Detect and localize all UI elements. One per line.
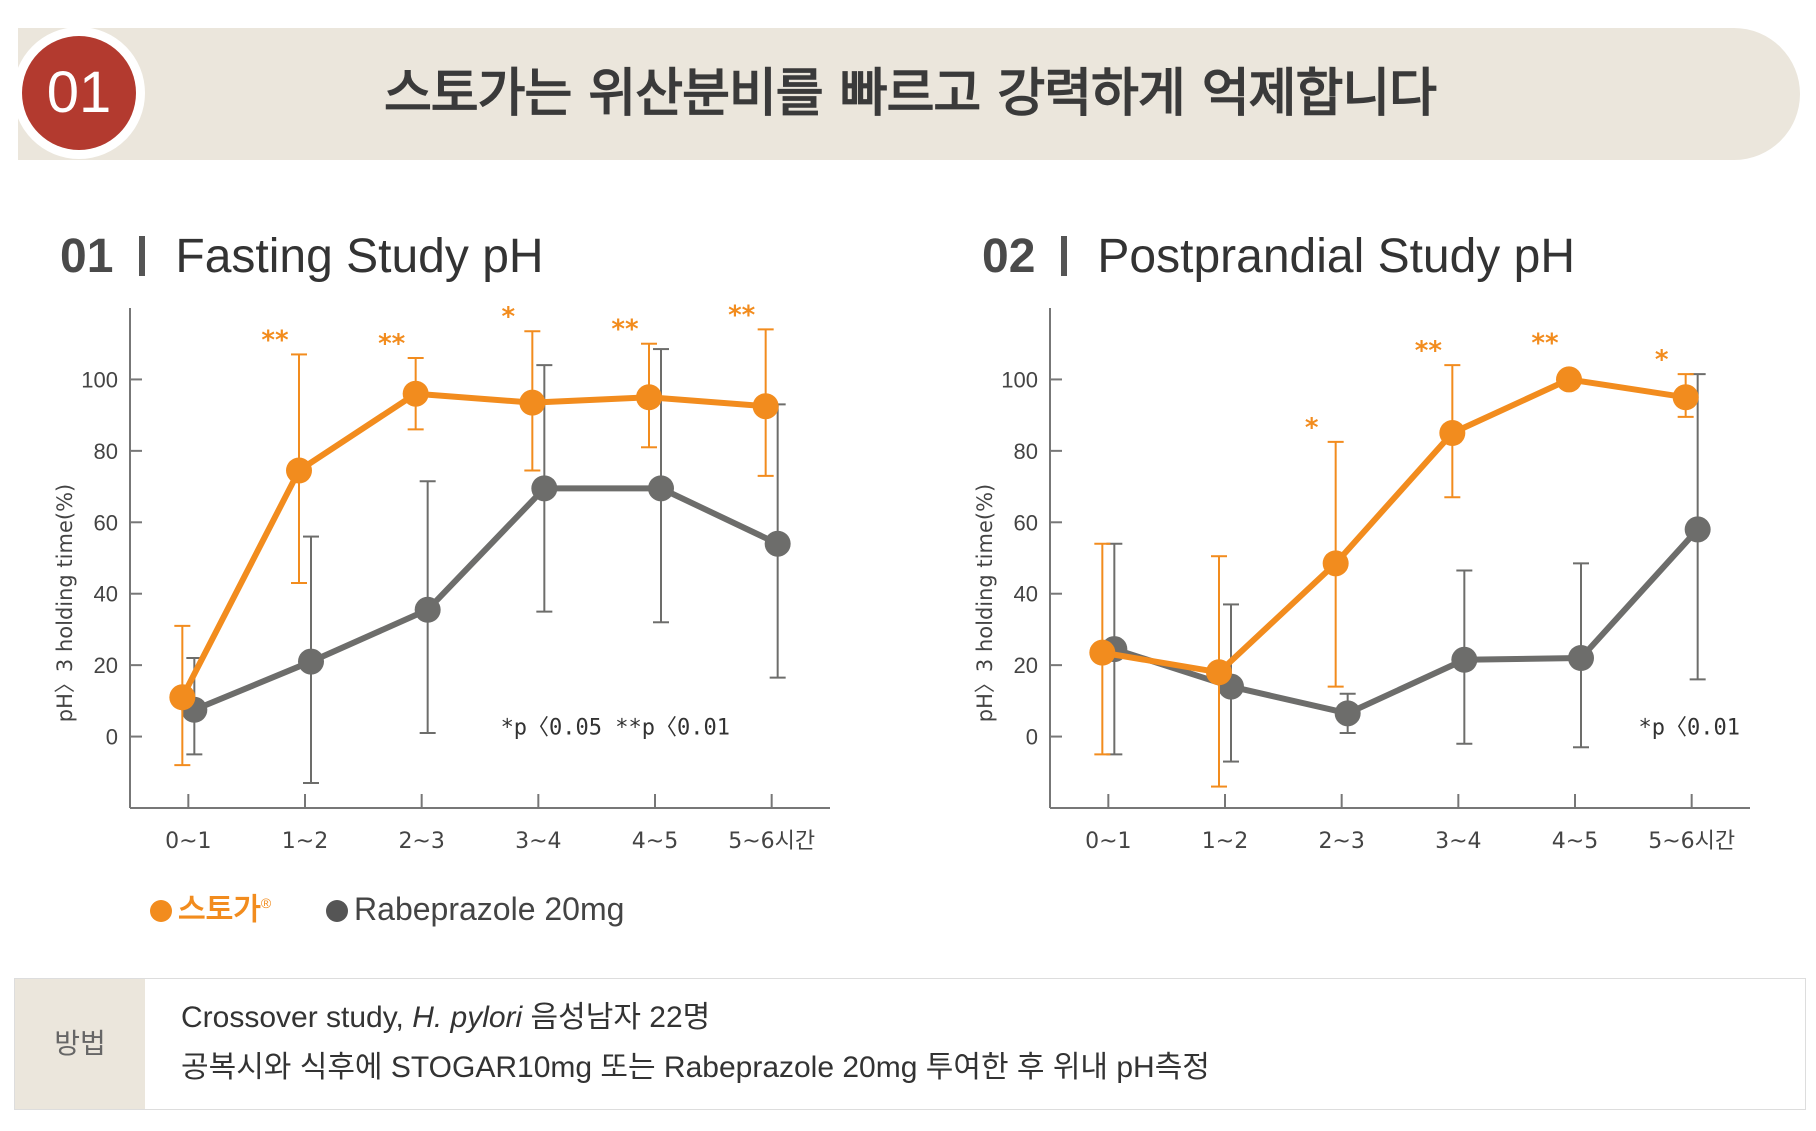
- legend-item-stogar: 스토가®: [150, 878, 271, 936]
- rabeprazole-dot-icon: [326, 900, 349, 923]
- y-tick-label: 0: [1026, 725, 1038, 750]
- data-point-stogar: [1206, 659, 1232, 686]
- x-tick-label: 1~2: [282, 829, 328, 854]
- title-divider: [139, 236, 146, 276]
- method-label: 방법: [15, 979, 145, 1109]
- section-badge: 01: [22, 36, 136, 150]
- legend-label-rabeprazole: Rabeprazole 20mg: [354, 890, 625, 927]
- legend: 스토가® Rabeprazole 20mg: [150, 878, 670, 928]
- data-point-rabeprazole: [298, 648, 324, 675]
- data-point-stogar: [1439, 420, 1466, 446]
- method-line-1: Crossover study, H. pylori 음성남자 22명: [181, 993, 1210, 1043]
- chart-1-number: 01: [60, 230, 114, 283]
- data-point-stogar: [1672, 384, 1699, 411]
- y-axis-label: pH〉3 holding time(%): [973, 484, 997, 722]
- data-point-stogar: [402, 380, 429, 407]
- significance-mark: **: [378, 329, 406, 359]
- y-tick-label: 0: [106, 725, 118, 750]
- data-point-rabeprazole: [648, 475, 674, 502]
- data-point-rabeprazole: [414, 596, 441, 623]
- legend-item-rabeprazole: Rabeprazole 20mg: [326, 884, 624, 934]
- chart-1-heading: 01 Fasting Study pH: [60, 222, 544, 292]
- data-point-rabeprazole: [1684, 516, 1711, 543]
- data-point-rabeprazole: [764, 530, 791, 557]
- data-point-rabeprazole: [1334, 700, 1361, 727]
- x-tick-label: 2~3: [1318, 829, 1364, 854]
- x-tick-label: 1~2: [1202, 829, 1248, 854]
- legend-label-stogar: 스토가: [178, 892, 261, 928]
- method-text: Crossover study, H. pylori 음성남자 22명 공복시와…: [181, 993, 1210, 1093]
- data-point-stogar: [286, 457, 312, 484]
- data-point-stogar: [1556, 366, 1582, 393]
- y-tick-label: 40: [94, 582, 118, 607]
- series-line-rabeprazole: [193, 485, 779, 713]
- stogar-dot-icon: [150, 900, 172, 923]
- method-line-1-prefix: Crossover study,: [181, 1001, 413, 1034]
- header-banner: [18, 28, 1800, 160]
- fasting-chart: 0 20 40 60 80 100 0~1 1~2 2~3 3~4 4~5 5~6시간 pH〉3 hol…: [53, 300, 830, 854]
- p-value-note: *p〈0.01: [1639, 716, 1740, 741]
- series-line-stogar: [1101, 376, 1687, 676]
- chart-2-number: 02: [982, 230, 1036, 283]
- data-point-stogar: [752, 393, 779, 420]
- method-line-1-suffix: 음성남자 22명: [522, 1001, 711, 1034]
- x-tick-label: 5~6시간: [728, 829, 815, 854]
- data-point-stogar: [169, 684, 196, 711]
- title-divider: [1061, 236, 1068, 276]
- y-axis-label: pH〉3 holding time(%): [53, 484, 77, 722]
- data-point-stogar: [1322, 550, 1349, 577]
- significance-mark: *: [1305, 413, 1319, 443]
- y-tick-label: 60: [1014, 510, 1038, 535]
- y-tick-label: 80: [1014, 439, 1038, 464]
- significance-mark: *: [1655, 345, 1669, 375]
- x-tick-label: 4~5: [632, 829, 678, 854]
- p-value-note: *p〈0.05 **p〈0.01: [501, 716, 730, 741]
- y-tick-label: 20: [1014, 653, 1038, 678]
- significance-mark: **: [728, 300, 756, 330]
- significance-mark: **: [611, 315, 639, 345]
- x-tick-label: 0~1: [1085, 829, 1131, 854]
- x-tick-label: 5~6시간: [1648, 829, 1735, 854]
- significance-mark: **: [261, 325, 289, 355]
- x-tick-label: 2~3: [398, 829, 444, 854]
- data-point-stogar: [519, 389, 546, 416]
- y-tick-label: 100: [1001, 367, 1038, 392]
- significance-mark: **: [1531, 328, 1559, 358]
- series-line-rabeprazole: [1113, 527, 1700, 717]
- data-point-rabeprazole: [1568, 645, 1594, 671]
- data-point-rabeprazole: [1451, 646, 1478, 673]
- data-point-rabeprazole: [531, 475, 558, 502]
- y-tick-label: 40: [1014, 582, 1038, 607]
- y-tick-label: 60: [94, 510, 118, 535]
- chart-1-title: Fasting Study pH: [175, 230, 544, 283]
- x-tick-label: 3~4: [515, 829, 561, 854]
- page-title: 스토가는 위산분비를 빠르고 강력하게 억제합니다: [383, 64, 1437, 124]
- method-line-1-italic: H. pylori: [412, 1001, 523, 1034]
- chart-2-title: Postprandial Study pH: [1097, 230, 1575, 283]
- significance-mark: *: [502, 302, 516, 332]
- data-point-stogar: [636, 384, 662, 411]
- y-tick-label: 80: [94, 439, 118, 464]
- series-line-stogar: [179, 390, 766, 699]
- significance-mark: **: [1415, 336, 1443, 366]
- registered-mark: ®: [260, 895, 272, 911]
- method-box: 방법 Crossover study, H. pylori 음성남자 22명 공…: [14, 978, 1806, 1110]
- x-tick-label: 4~5: [1552, 829, 1598, 854]
- chart-2-heading: 02 Postprandial Study pH: [982, 222, 1575, 292]
- method-line-2: 공복시와 식후에 STOGAR10mg 또는 Rabeprazole 20mg …: [181, 1051, 1210, 1084]
- postprandial-chart: 0 20 40 60 80 100 0~1 1~2 2~3 3~4 4~5 5~6시간 pH〉3 hol…: [973, 308, 1750, 854]
- data-point-stogar: [1089, 639, 1116, 666]
- y-tick-label: 20: [94, 653, 118, 678]
- x-tick-label: 3~4: [1435, 829, 1481, 854]
- y-tick-label: 100: [81, 367, 118, 392]
- x-tick-label: 0~1: [165, 829, 211, 854]
